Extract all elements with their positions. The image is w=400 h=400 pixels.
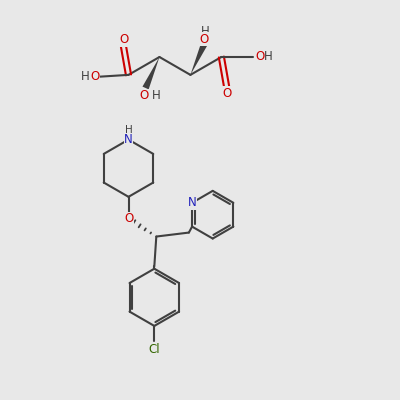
Polygon shape — [190, 42, 208, 75]
Text: H: H — [264, 50, 272, 64]
Text: O: O — [255, 50, 264, 64]
Text: H: H — [201, 26, 210, 38]
Text: H: H — [81, 70, 90, 83]
Text: H: H — [125, 125, 132, 135]
Text: O: O — [139, 90, 148, 102]
Text: O: O — [90, 70, 99, 83]
Text: O: O — [124, 212, 133, 225]
Polygon shape — [142, 57, 160, 89]
Text: O: O — [222, 86, 231, 100]
Text: N: N — [188, 196, 196, 209]
Text: H: H — [152, 90, 161, 102]
Text: Cl: Cl — [148, 343, 160, 356]
Text: N: N — [124, 133, 133, 146]
Text: O: O — [120, 33, 129, 46]
Text: O: O — [200, 33, 209, 46]
